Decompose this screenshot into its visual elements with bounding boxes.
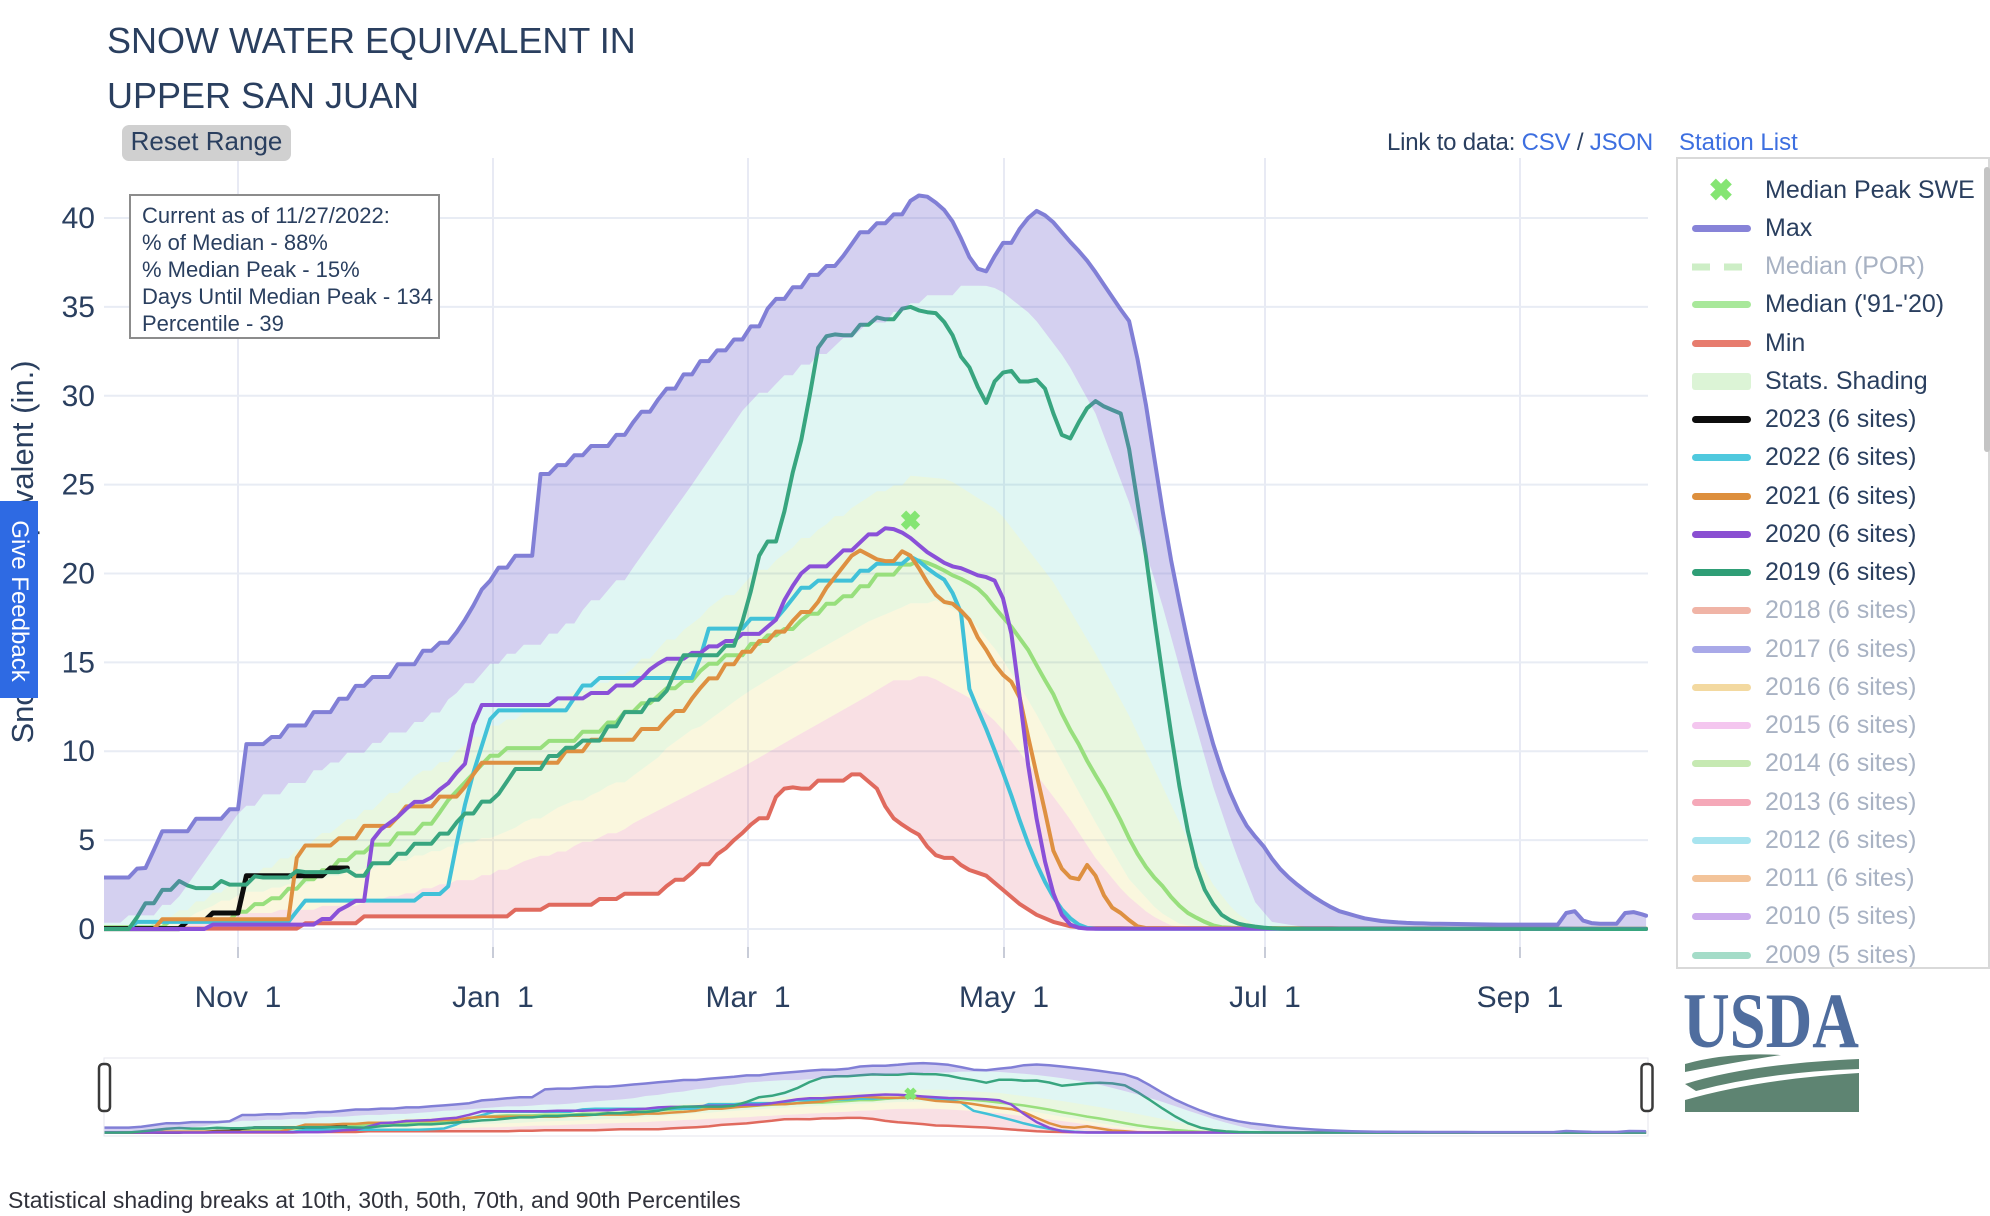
svg-text:35: 35 [62,291,95,324]
svg-text:30: 30 [62,380,95,413]
svg-text:40: 40 [62,202,95,235]
svg-text:Sep 1: Sep 1 [1477,981,1564,1014]
svg-text:15: 15 [62,646,95,679]
svg-text:Percentile - 39: Percentile - 39 [142,311,284,336]
svg-text:Jul 1: Jul 1 [1229,981,1301,1014]
svg-text:25: 25 [62,469,95,502]
svg-text:May 1: May 1 [959,981,1049,1014]
svg-text:Nov 1: Nov 1 [195,981,282,1014]
svg-text:Mar 1: Mar 1 [705,981,790,1014]
svg-text:5: 5 [78,824,95,857]
svg-text:Current as of 11/27/2022:: Current as of 11/27/2022: [142,203,390,228]
svg-text:% Median Peak - 15%: % Median Peak - 15% [142,257,360,282]
svg-text:Days Until Median Peak - 134: Days Until Median Peak - 134 [142,284,433,309]
svg-text:0: 0 [78,913,95,946]
svg-text:10: 10 [62,735,95,768]
svg-text:USDA: USDA [1683,977,1859,1064]
svg-text:Jan 1: Jan 1 [452,981,534,1014]
svg-text:% of Median - 88%: % of Median - 88% [142,230,328,255]
svg-text:20: 20 [62,558,95,591]
